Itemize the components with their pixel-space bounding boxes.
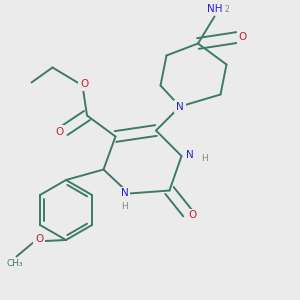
Text: N: N <box>121 188 128 199</box>
Text: O: O <box>80 79 88 89</box>
Text: O: O <box>35 234 43 244</box>
Text: O: O <box>189 210 197 220</box>
Text: CH₃: CH₃ <box>7 260 23 268</box>
Text: N: N <box>176 101 184 112</box>
Text: NH: NH <box>207 4 222 14</box>
Text: H: H <box>201 154 208 163</box>
Text: 2: 2 <box>224 4 229 14</box>
Text: O: O <box>56 127 64 137</box>
Text: N: N <box>186 149 194 160</box>
Text: O: O <box>238 32 247 43</box>
Text: H: H <box>121 202 128 211</box>
